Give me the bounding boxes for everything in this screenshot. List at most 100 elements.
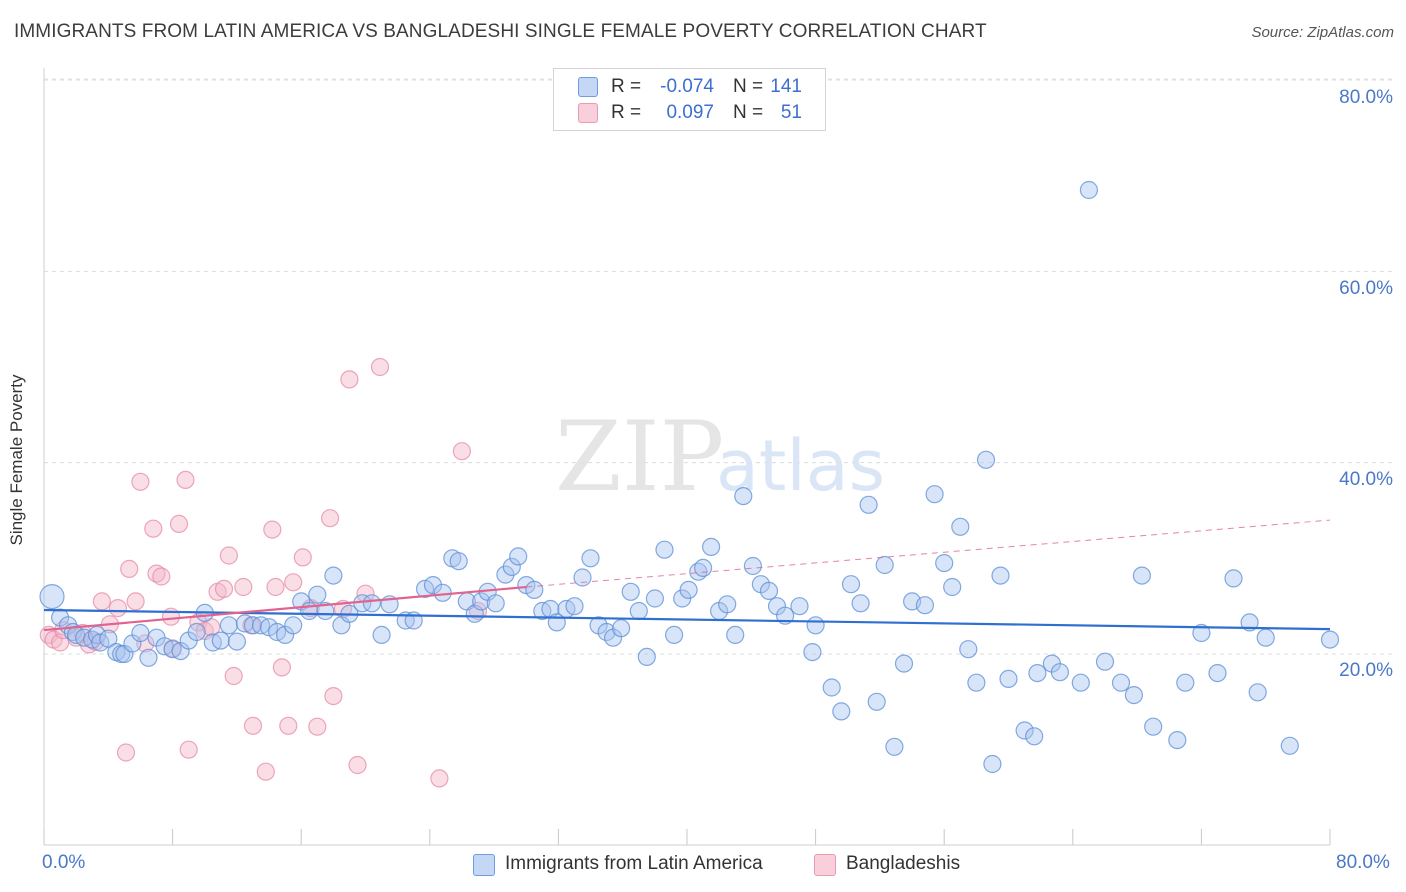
trend-line-bangladeshis bbox=[43, 585, 527, 632]
blue-point bbox=[1111, 673, 1131, 692]
blue-point bbox=[915, 596, 935, 615]
blue-point bbox=[803, 642, 822, 662]
blue-point bbox=[611, 619, 631, 638]
legend-n-value: 51 bbox=[780, 102, 802, 123]
legend-swatch-pink bbox=[814, 854, 836, 876]
blue-point bbox=[885, 737, 904, 756]
blue-point bbox=[991, 566, 1010, 585]
pink-point bbox=[169, 514, 189, 534]
blue-point bbox=[832, 702, 851, 721]
blue-point bbox=[99, 629, 118, 648]
pink-point bbox=[120, 559, 139, 579]
blue-point bbox=[894, 654, 914, 673]
blue-point bbox=[1124, 685, 1144, 705]
blue-point bbox=[867, 692, 886, 711]
blue-point bbox=[951, 517, 970, 536]
y-tick-label-60: 60.0% bbox=[1339, 278, 1393, 299]
blue-point bbox=[1240, 613, 1259, 632]
x-tick-label-min: 0.0% bbox=[42, 852, 86, 873]
blue-point bbox=[1079, 180, 1099, 200]
legend-swatch-blue bbox=[473, 854, 495, 876]
trend-lines bbox=[43, 519, 1331, 632]
pink-point bbox=[279, 716, 298, 735]
chart-title: IMMIGRANTS FROM LATIN AMERICA VS BANGLAD… bbox=[14, 21, 987, 42]
legend-label-bangladeshis: Bangladeshis bbox=[846, 853, 961, 874]
blue-point bbox=[1050, 663, 1070, 682]
blue-point bbox=[131, 623, 150, 643]
blue-point bbox=[718, 595, 737, 614]
blue-point bbox=[726, 625, 745, 645]
blue-point bbox=[629, 601, 648, 621]
blue-point bbox=[581, 549, 600, 568]
blue-point bbox=[1168, 730, 1187, 750]
blue-point bbox=[1028, 663, 1047, 683]
blue-point bbox=[211, 631, 230, 650]
blue-point bbox=[187, 622, 206, 642]
legend-r-label: R = bbox=[611, 102, 642, 123]
pink-point bbox=[108, 598, 128, 618]
blue-point bbox=[502, 557, 521, 577]
legend-r-value: 0.097 bbox=[666, 102, 714, 123]
x-tick-label-max: 80.0% bbox=[1336, 852, 1390, 873]
y-axis-label: Single Female Poverty bbox=[7, 374, 26, 546]
pink-point bbox=[308, 717, 327, 736]
blue-point bbox=[525, 580, 544, 600]
blue-point bbox=[655, 540, 674, 559]
series-latin-america bbox=[39, 180, 1340, 774]
blue-point bbox=[959, 640, 978, 659]
pink-point bbox=[214, 579, 234, 599]
watermark-zip: ZIP bbox=[555, 401, 724, 513]
blue-point bbox=[1208, 663, 1227, 683]
pink-point bbox=[136, 634, 155, 653]
blue-point bbox=[372, 625, 391, 645]
pink-point bbox=[116, 743, 136, 762]
legend-label-latin-america: Immigrants from Latin America bbox=[505, 853, 763, 874]
blue-point bbox=[759, 581, 779, 601]
blue-point bbox=[573, 568, 592, 587]
blue-point bbox=[999, 669, 1018, 689]
blue-point bbox=[925, 485, 944, 504]
trend-line-latin-america bbox=[43, 608, 1331, 631]
blue-point bbox=[1071, 673, 1090, 692]
legend-r-value: -0.074 bbox=[660, 76, 714, 97]
pink-point bbox=[272, 658, 291, 677]
pink-point bbox=[219, 546, 238, 565]
blue-point bbox=[509, 547, 528, 566]
blue-point bbox=[449, 552, 468, 571]
blue-point bbox=[227, 632, 246, 651]
pink-point bbox=[266, 577, 285, 597]
trend-extension-bangladeshis bbox=[526, 519, 1331, 588]
blue-point bbox=[1224, 569, 1243, 588]
blue-point bbox=[486, 594, 505, 613]
blue-point bbox=[621, 582, 640, 601]
blue-point bbox=[693, 558, 713, 578]
blue-point bbox=[565, 597, 584, 616]
pink-point bbox=[147, 564, 166, 583]
legend-swatch-pink bbox=[578, 103, 598, 123]
blue-point bbox=[851, 594, 870, 613]
legend-n-value: 141 bbox=[770, 76, 802, 97]
blue-point bbox=[743, 556, 763, 576]
blue-point bbox=[472, 592, 491, 611]
source-credit: Source: ZipAtlas.com bbox=[1251, 24, 1394, 41]
blue-point bbox=[284, 616, 303, 635]
blue-point bbox=[1248, 683, 1267, 702]
blue-point bbox=[645, 589, 665, 608]
pink-point bbox=[452, 442, 471, 461]
pink-point bbox=[131, 472, 150, 491]
blue-point bbox=[790, 597, 809, 616]
legend-r-label: R = bbox=[611, 76, 642, 97]
blue-point bbox=[806, 616, 825, 635]
pink-point bbox=[92, 592, 112, 611]
blue-point bbox=[859, 495, 878, 514]
blue-point bbox=[1095, 652, 1115, 671]
pink-point bbox=[152, 567, 171, 586]
blue-point bbox=[1132, 566, 1152, 585]
blue-point bbox=[39, 583, 65, 610]
pink-point bbox=[340, 370, 359, 389]
pink-point bbox=[324, 686, 343, 706]
legend-swatch-blue bbox=[578, 77, 598, 97]
blue-point bbox=[1176, 673, 1195, 692]
blue-point bbox=[943, 577, 962, 597]
